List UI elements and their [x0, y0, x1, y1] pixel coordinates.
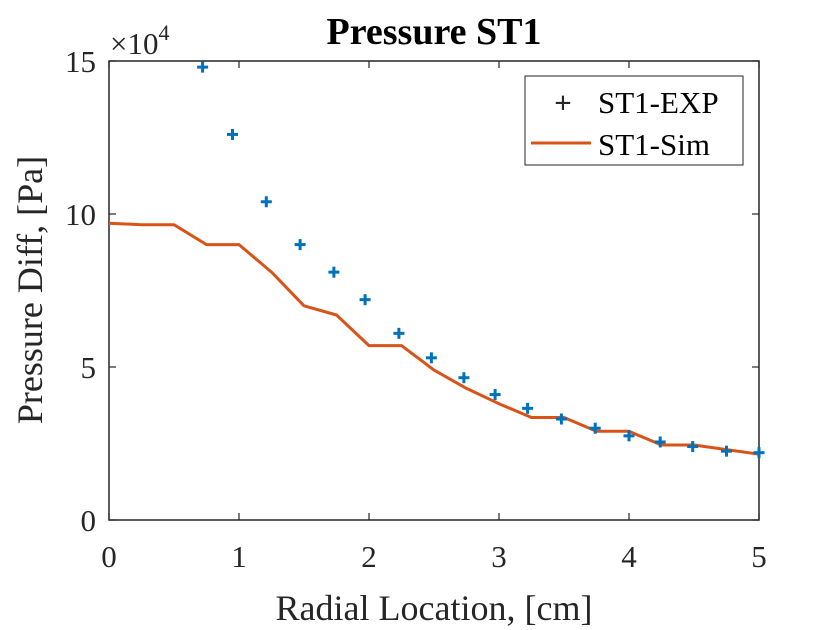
legend-label-sim: ST1-Sim [598, 127, 710, 162]
data-point-st1-exp [522, 402, 534, 414]
x-tick-label: 5 [751, 539, 767, 574]
x-tick-label: 0 [101, 539, 117, 574]
data-point-st1-exp [458, 372, 470, 384]
data-point-st1-exp [489, 389, 501, 401]
legend: + ST1-EXP ST1-Sim [524, 75, 744, 166]
data-point-st1-exp [227, 128, 238, 140]
data-point-st1-exp [623, 430, 635, 442]
y-tick-label: 0 [81, 503, 97, 538]
y-tick-label: 15 [65, 44, 96, 79]
data-point-st1-exp [393, 327, 405, 339]
legend-box [524, 75, 744, 166]
data-point-st1-exp [260, 196, 272, 208]
x-axis-label: Radial Location, [cm] [276, 588, 593, 628]
x-tick-label: 2 [361, 539, 377, 574]
data-point-st1-exp [328, 266, 340, 278]
chart-title: Pressure ST1 [327, 11, 542, 53]
y-tick-label: 10 [65, 197, 96, 232]
y-axis: 0 5 10 15 [65, 44, 759, 538]
data-point-st1-exp [654, 436, 666, 448]
data-point-st1-exp [753, 447, 765, 459]
x-tick-label: 3 [491, 539, 507, 574]
data-point-st1-exp [555, 413, 567, 425]
legend-marker-exp: + [554, 85, 572, 120]
y-axis-exponent-power: 4 [158, 20, 169, 45]
y-axis-exponent: ×104 [110, 20, 169, 61]
data-point-st1-exp [721, 445, 732, 457]
x-axis: 0 1 2 3 4 5 [101, 61, 767, 574]
data-point-st1-exp [589, 422, 601, 434]
x-tick-label: 4 [621, 539, 637, 574]
data-point-st1-exp [294, 239, 306, 251]
x-tick-label: 1 [231, 539, 247, 574]
legend-label-exp: ST1-EXP [598, 85, 719, 120]
data-point-st1-exp [197, 61, 209, 73]
y-tick-label: 5 [81, 350, 97, 385]
y-axis-label: Pressure Diff, [Pa] [10, 156, 50, 424]
series-layer [108, 61, 765, 459]
data-point-st1-exp [359, 294, 371, 306]
data-point-st1-exp [425, 352, 437, 364]
y-axis-exponent-base: ×10 [110, 26, 158, 61]
data-point-st1-exp [687, 441, 699, 453]
series-line-st1-sim [108, 221, 760, 456]
